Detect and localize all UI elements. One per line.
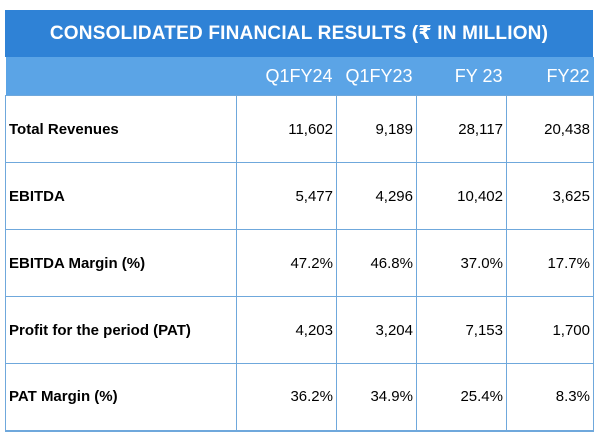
table-row: EBITDA Margin (%) 47.2% 46.8% 37.0% 17.7… [5, 229, 594, 297]
table-row: Total Revenues 11,602 9,189 28,117 20,43… [5, 95, 594, 163]
table-row: Profit for the period (PAT) 4,203 3,204 … [5, 296, 594, 364]
table-row: PAT Margin (%) 36.2% 34.9% 25.4% 8.3% [5, 363, 594, 432]
table-row: EBITDA 5,477 4,296 10,402 3,625 [5, 162, 594, 230]
value-cell: 9,189 [336, 95, 417, 163]
row-label: PAT Margin (%) [5, 363, 237, 432]
value-cell: 7,153 [416, 296, 507, 364]
value-cell: 11,602 [236, 95, 337, 163]
value-cell: 3,204 [336, 296, 417, 364]
column-header-fy23: FY 23 [416, 57, 507, 96]
value-cell: 17.7% [506, 229, 594, 297]
value-cell: 4,296 [336, 162, 417, 230]
row-label: Profit for the period (PAT) [5, 296, 237, 364]
row-label: EBITDA Margin (%) [5, 229, 237, 297]
row-label: Total Revenues [5, 95, 237, 163]
header-row: Q1FY24 Q1FY23 FY 23 FY22 [5, 57, 594, 96]
column-header-q1fy24: Q1FY24 [236, 57, 337, 96]
value-cell: 37.0% [416, 229, 507, 297]
value-cell: 36.2% [236, 363, 337, 432]
value-cell: 8.3% [506, 363, 594, 432]
header-blank-cell [5, 57, 237, 96]
value-cell: 46.8% [336, 229, 417, 297]
value-cell: 10,402 [416, 162, 507, 230]
value-cell: 20,438 [506, 95, 594, 163]
row-label: EBITDA [5, 162, 237, 230]
value-cell: 3,625 [506, 162, 594, 230]
value-cell: 34.9% [336, 363, 417, 432]
value-cell: 47.2% [236, 229, 337, 297]
column-header-fy22: FY22 [506, 57, 594, 96]
column-header-q1fy23: Q1FY23 [336, 57, 417, 96]
table-title: CONSOLIDATED FINANCIAL RESULTS (₹ IN MIL… [5, 10, 593, 57]
value-cell: 28,117 [416, 95, 507, 163]
value-cell: 1,700 [506, 296, 594, 364]
value-cell: 25.4% [416, 363, 507, 432]
value-cell: 4,203 [236, 296, 337, 364]
financial-results-table: Q1FY24 Q1FY23 FY 23 FY22 Total Revenues … [5, 57, 594, 432]
value-cell: 5,477 [236, 162, 337, 230]
